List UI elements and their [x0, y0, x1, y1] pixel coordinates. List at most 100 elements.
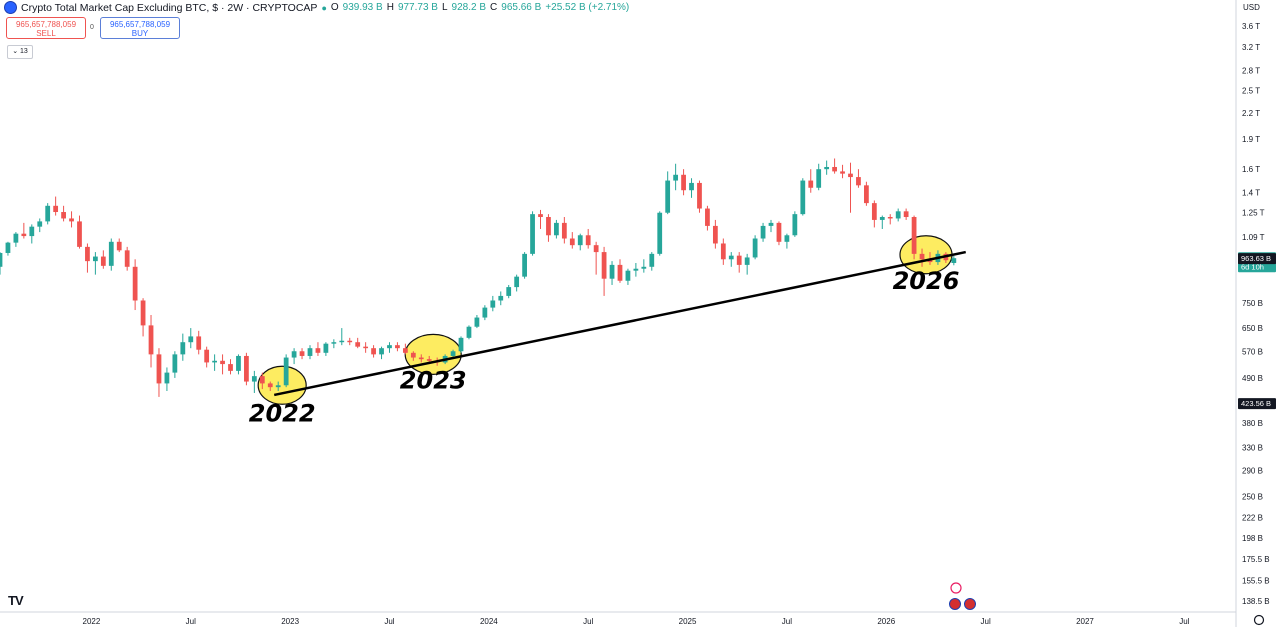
gear-icon	[1253, 614, 1265, 626]
time-tick-label: 2022	[83, 617, 101, 626]
candle-body	[649, 253, 655, 267]
candle	[140, 298, 146, 337]
candle-body	[824, 166, 830, 170]
indicator-toggle[interactable]: ⌄ 13	[7, 45, 33, 59]
candle-body	[124, 250, 130, 267]
candle-body	[379, 348, 384, 355]
candle-body	[697, 182, 702, 209]
candle-body	[903, 211, 909, 218]
candle	[625, 268, 631, 285]
candle	[100, 250, 106, 269]
tradingview-logo[interactable]: TV	[8, 593, 24, 608]
candle-body	[665, 180, 671, 213]
candle	[482, 305, 488, 321]
candle	[800, 178, 806, 216]
candle	[331, 339, 337, 349]
candle	[848, 162, 853, 213]
candle-body	[633, 268, 639, 271]
candle	[808, 169, 814, 193]
close-label: C	[490, 2, 498, 13]
candle-body	[752, 238, 758, 258]
candle	[768, 219, 774, 233]
time-tick-label: 2027	[1076, 617, 1094, 626]
candle	[291, 348, 297, 365]
candle-body	[77, 221, 82, 247]
candle-body	[299, 351, 305, 356]
support-trendline[interactable]	[273, 250, 967, 397]
price-tick-label: 2.8 T	[1242, 66, 1260, 75]
price-tick-label: 570 B	[1242, 347, 1263, 356]
candle-body	[887, 217, 893, 219]
candle	[244, 352, 249, 386]
candle-body	[323, 343, 329, 353]
price-tick-label: 198 B	[1242, 534, 1263, 543]
sell-button[interactable]: 965,657,788,059 SELL	[6, 17, 86, 39]
price-tick-label: 330 B	[1242, 444, 1263, 453]
candle-body	[395, 345, 400, 349]
candle-body	[21, 233, 27, 237]
candle	[895, 208, 901, 222]
change-value: +25.52 B (+2.71%)	[545, 2, 630, 13]
candle	[569, 232, 575, 249]
price-badge-label: 423.56 B	[1241, 399, 1271, 408]
candle	[116, 238, 122, 253]
candle	[879, 215, 885, 229]
candle	[951, 256, 957, 266]
candle	[760, 222, 766, 242]
candle	[228, 359, 233, 375]
candle	[736, 252, 742, 273]
buy-button[interactable]: 965,657,788,059 BUY	[100, 17, 180, 39]
us-flag-icon	[964, 598, 976, 610]
candle-body	[275, 385, 281, 388]
candle	[108, 238, 114, 271]
candle-body	[100, 256, 106, 266]
candle-body	[554, 222, 559, 236]
candle-body	[538, 214, 543, 218]
candle	[339, 328, 345, 346]
status-dot-icon: ●	[321, 2, 327, 13]
sell-label: SELL	[36, 29, 56, 38]
candle-body	[728, 255, 734, 260]
candle	[5, 241, 11, 256]
candle	[903, 208, 909, 220]
candle-body	[402, 348, 408, 353]
candle	[840, 164, 845, 179]
candle-body	[712, 225, 718, 244]
candle	[21, 222, 27, 239]
candle-body	[601, 252, 607, 279]
price-tick-label: 1.25 T	[1242, 209, 1265, 218]
candle-body	[132, 266, 138, 301]
time-tick-label: Jul	[384, 617, 394, 626]
candle	[784, 233, 790, 249]
candle-body	[180, 342, 186, 355]
candle-body	[188, 336, 194, 343]
candle	[705, 205, 710, 231]
high-value: 977.73 B	[397, 2, 438, 13]
candle	[371, 345, 376, 358]
candle-body	[267, 383, 273, 388]
candle-body	[768, 222, 774, 226]
time-tick-label: Jul	[981, 617, 991, 626]
candle-body	[251, 376, 257, 382]
candle	[387, 342, 392, 353]
candle	[911, 215, 917, 260]
candle	[395, 342, 400, 352]
price-tick-label: 1.4 T	[1242, 189, 1260, 198]
candle-body	[871, 203, 877, 220]
candle-body	[864, 185, 869, 204]
candle-body	[108, 241, 114, 266]
time-tick-label: 2026	[877, 617, 895, 626]
time-tick-label: Jul	[1179, 617, 1189, 626]
candle-body	[13, 233, 19, 243]
candle-body	[45, 205, 51, 222]
candle	[204, 346, 210, 368]
candle	[919, 248, 925, 267]
chart-title[interactable]: Crypto Total Market Cap Excluding BTC, $…	[21, 1, 318, 14]
price-tick-label: 1.9 T	[1242, 135, 1260, 144]
price-tick-label: 250 B	[1242, 493, 1263, 502]
candle	[283, 354, 289, 388]
candle-body	[840, 171, 845, 174]
candle-body	[283, 357, 289, 386]
candle-body	[816, 169, 822, 188]
